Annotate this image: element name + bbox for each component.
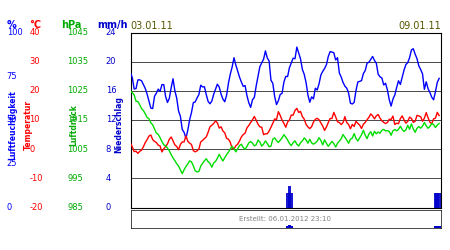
Bar (286, 226, 289, 228)
Text: Luftfeuchtigkeit: Luftfeuchtigkeit (8, 90, 17, 160)
Text: 995: 995 (68, 174, 83, 183)
Bar (437, 193, 441, 208)
Text: 1025: 1025 (68, 86, 89, 95)
Bar (289, 193, 293, 208)
Bar (434, 226, 437, 228)
Text: %: % (7, 20, 17, 30)
Bar (436, 193, 439, 208)
Text: 75: 75 (7, 72, 18, 81)
Text: 30: 30 (29, 57, 40, 66)
Text: -10: -10 (29, 174, 43, 183)
Bar (288, 225, 291, 228)
Text: 09.01.11: 09.01.11 (398, 21, 441, 31)
Bar (286, 193, 289, 208)
Text: 0: 0 (7, 203, 12, 212)
Text: 0: 0 (29, 145, 35, 154)
Text: 25: 25 (7, 159, 17, 168)
Bar (437, 226, 441, 228)
Text: Niederschlag: Niederschlag (114, 96, 123, 154)
Text: hPa: hPa (61, 20, 81, 30)
Text: 24: 24 (106, 28, 116, 37)
Text: Erstellt: 06.01.2012 23:10: Erstellt: 06.01.2012 23:10 (239, 216, 331, 222)
Text: 16: 16 (106, 86, 117, 95)
Text: Temperatur: Temperatur (24, 100, 33, 150)
Text: 1035: 1035 (68, 57, 89, 66)
Text: 1045: 1045 (68, 28, 89, 37)
Text: Luftdruck: Luftdruck (69, 104, 78, 146)
Text: 0: 0 (106, 203, 111, 212)
Text: 1005: 1005 (68, 145, 89, 154)
Text: °C: °C (29, 20, 41, 30)
Text: 50: 50 (7, 116, 17, 124)
Text: 10: 10 (29, 116, 40, 124)
Bar (436, 226, 439, 228)
Text: 20: 20 (29, 86, 40, 95)
Text: mm/h: mm/h (97, 20, 127, 30)
Text: 985: 985 (68, 203, 83, 212)
Bar (289, 226, 293, 228)
Bar (288, 186, 291, 208)
Text: 03.01.11: 03.01.11 (130, 21, 173, 31)
Bar (434, 193, 437, 208)
Text: 4: 4 (106, 174, 111, 183)
Text: 40: 40 (29, 28, 40, 37)
Text: 12: 12 (106, 116, 116, 124)
Text: 100: 100 (7, 28, 22, 37)
Text: 20: 20 (106, 57, 116, 66)
Text: 1015: 1015 (68, 116, 89, 124)
Text: -20: -20 (29, 203, 43, 212)
Text: 8: 8 (106, 145, 111, 154)
